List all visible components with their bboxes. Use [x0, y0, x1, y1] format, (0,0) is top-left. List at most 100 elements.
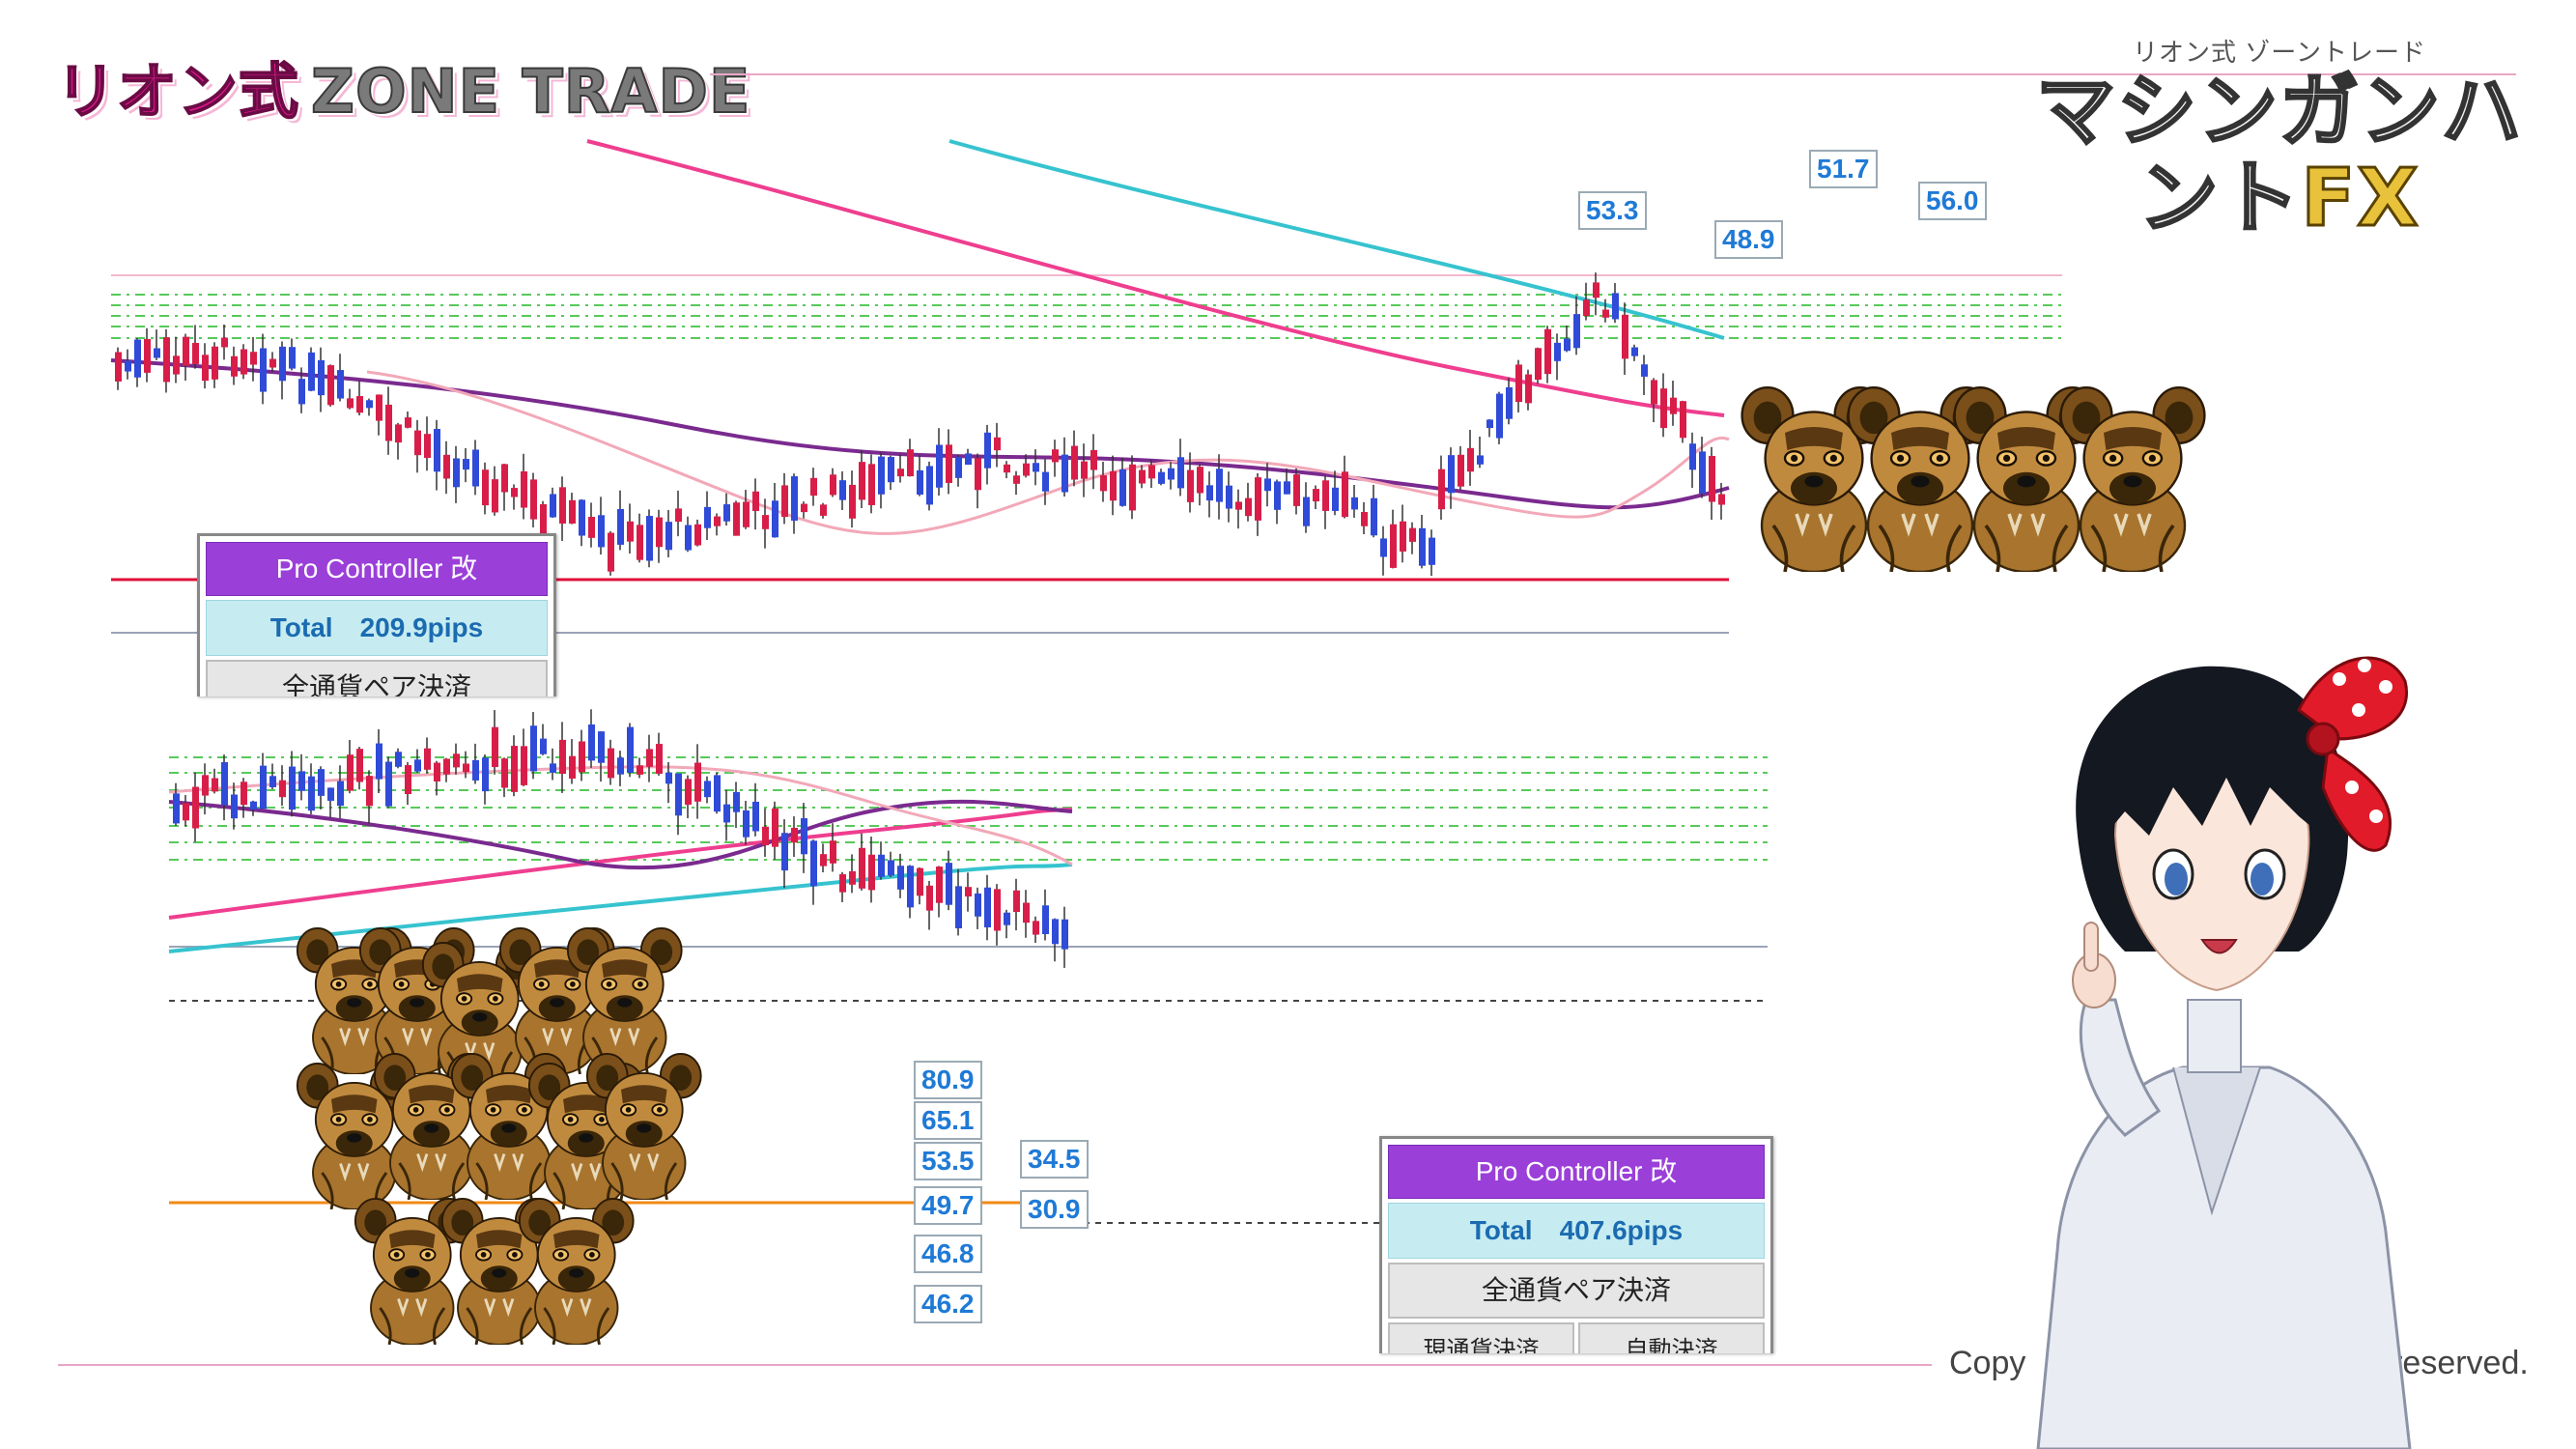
candle-body	[250, 352, 257, 365]
candle-body	[250, 801, 257, 810]
candle-body	[936, 444, 943, 488]
candle-body	[946, 863, 952, 905]
candle-body	[1496, 393, 1503, 439]
candle-body	[1303, 497, 1310, 526]
candle-body	[279, 780, 286, 798]
dog-pack-icon	[295, 927, 729, 1372]
candle-body	[221, 761, 228, 806]
candle-body	[994, 437, 1001, 451]
candle-body	[1322, 480, 1329, 511]
candle-body	[897, 866, 904, 890]
candle-body	[1554, 342, 1561, 361]
candle-body	[1187, 469, 1194, 502]
candle-body	[376, 394, 382, 421]
close-current-pair-button[interactable]: 現通貨決済	[1388, 1322, 1574, 1353]
candle-body	[318, 359, 325, 396]
candle-body	[704, 781, 711, 798]
candle-body	[530, 725, 537, 772]
candle-body	[192, 786, 199, 829]
candle-body	[1197, 467, 1203, 494]
candle-body	[395, 752, 402, 767]
candle-body	[327, 787, 334, 801]
candle-body	[801, 503, 807, 513]
candle-body	[405, 765, 411, 795]
dog-icon	[566, 927, 683, 1074]
candle-body	[559, 487, 566, 524]
button-row: 現通貨決済 自動決済	[1388, 1322, 1765, 1353]
candle-body	[183, 336, 189, 366]
candle-body	[1515, 364, 1522, 403]
candle-body	[1216, 469, 1223, 502]
logo-right-fx: FX	[2300, 153, 2420, 244]
candle-body	[1506, 386, 1513, 419]
candle-body	[579, 741, 585, 773]
candle-body	[521, 470, 527, 508]
pro-controller-title[interactable]: Pro Controller 改	[206, 542, 548, 596]
candle-body	[134, 339, 141, 378]
candle-body	[1380, 538, 1387, 557]
candle-body	[1284, 481, 1290, 495]
candle-body	[1486, 419, 1493, 429]
pips-total: Total 209.9pips	[206, 600, 548, 656]
candle-body	[820, 854, 827, 867]
candle-body	[1400, 521, 1406, 552]
candle-body	[530, 479, 537, 520]
candle-body	[463, 763, 469, 773]
candle-body	[1718, 494, 1725, 505]
value-label: 46.2	[914, 1285, 982, 1323]
candle-body	[665, 772, 672, 784]
candle-body	[1177, 457, 1184, 489]
value-label: 51.7	[1809, 150, 1878, 188]
candle-body	[1148, 465, 1155, 479]
auto-close-button[interactable]: 自動決済	[1578, 1322, 1765, 1353]
dog-pack-icon	[1739, 377, 2241, 667]
candle-body	[1680, 401, 1686, 439]
candle-body	[434, 429, 440, 472]
candle-body	[1583, 299, 1590, 317]
candle-body	[1090, 449, 1097, 470]
candle-body	[366, 776, 373, 807]
total-label: Total	[1469, 1215, 1533, 1245]
candle-body	[1564, 338, 1571, 352]
candle-body	[1371, 497, 1377, 536]
candle-body	[1622, 314, 1628, 359]
candle-body	[492, 479, 498, 513]
candle-body	[791, 476, 798, 521]
candle-body	[395, 424, 402, 443]
candle-body	[878, 854, 885, 877]
candle-body	[550, 763, 556, 773]
candle-body	[723, 504, 730, 522]
dog-icon	[1847, 386, 1994, 572]
candle-body	[540, 738, 547, 754]
candle-body	[1052, 449, 1059, 463]
candle-body	[608, 532, 614, 572]
pro-controller-title[interactable]: Pro Controller 改	[1388, 1145, 1765, 1199]
candle-body	[878, 456, 885, 495]
candle-body	[1071, 445, 1078, 480]
value-label: 49.7	[914, 1186, 982, 1225]
candle-body	[163, 337, 170, 383]
candle-body	[781, 485, 788, 518]
candle-body	[414, 759, 421, 772]
close-all-pairs-button[interactable]: 全通貨ペア決済	[206, 660, 548, 696]
candle-body	[482, 757, 489, 792]
candle-body	[1313, 489, 1319, 502]
candle-body	[1651, 380, 1657, 405]
header-divider	[710, 73, 2516, 75]
candle-body	[559, 739, 566, 775]
candle-body	[1264, 478, 1271, 492]
candle-body	[260, 765, 267, 810]
candle-body	[482, 469, 489, 506]
candles-bottom	[173, 709, 1068, 968]
candle-body	[1033, 921, 1039, 935]
candle-body	[723, 804, 730, 823]
close-all-pairs-button[interactable]: 全通貨ペア決済	[1388, 1263, 1765, 1319]
candle-body	[269, 358, 276, 368]
total-value: 209.9pips	[359, 612, 484, 642]
candle-body	[1709, 455, 1715, 502]
candle-body	[714, 516, 721, 526]
candle-body	[849, 870, 856, 885]
candle-body	[1062, 454, 1068, 493]
candle-body	[1332, 487, 1339, 511]
candle-body	[637, 525, 643, 560]
